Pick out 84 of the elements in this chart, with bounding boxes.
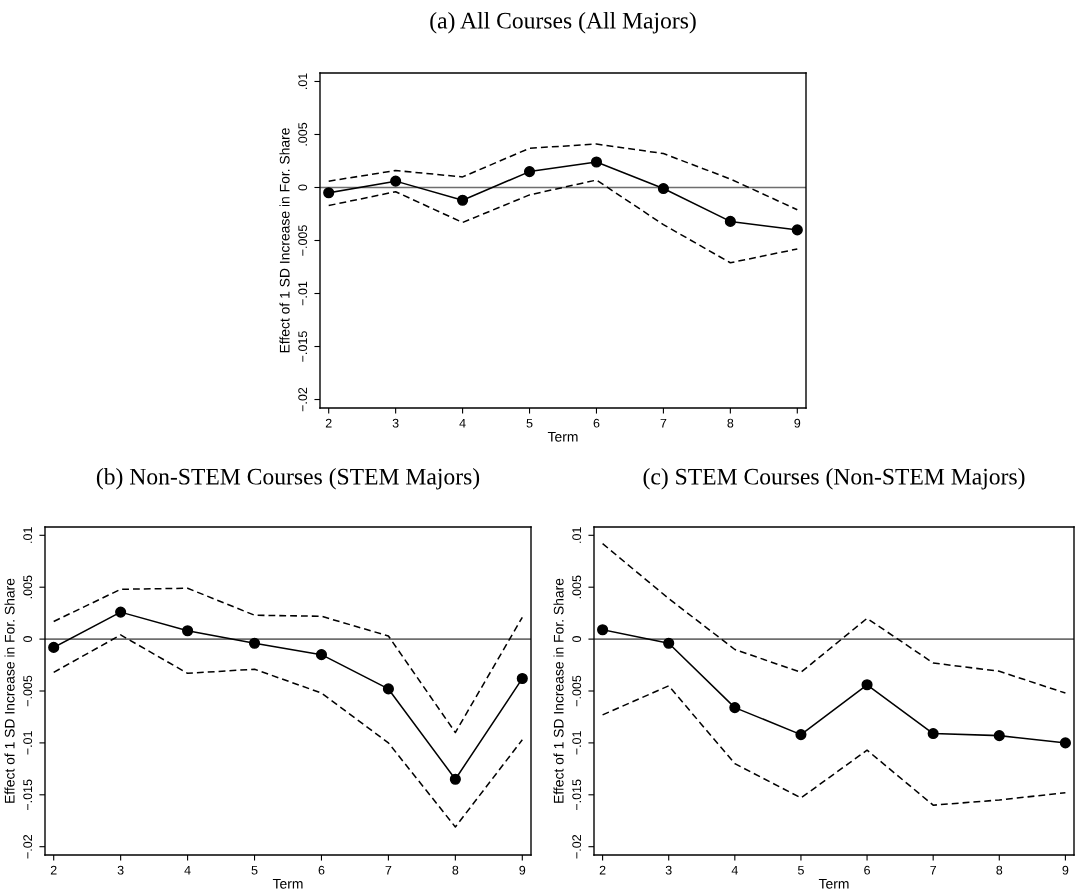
y-tick-label: 0 [572, 636, 582, 643]
y-tick-label: .005 [572, 575, 582, 599]
y-axis-title: Effect of 1 SD Increase in For. Share [279, 128, 290, 353]
y-tick-label: −.015 [298, 331, 308, 362]
chart-title: (a) All Courses (All Majors) [430, 12, 696, 34]
x-tick-label: 7 [385, 865, 392, 875]
x-tick-label: 8 [727, 418, 734, 428]
line-series [52, 587, 524, 734]
x-tick-label: 8 [996, 865, 1003, 875]
line-series [327, 143, 799, 211]
point [795, 729, 807, 741]
point [729, 702, 741, 714]
y-axis-title: Effect of 1 SD Increase in For. Share [553, 578, 564, 803]
point [323, 187, 335, 199]
x-tick-label: 4 [184, 865, 191, 875]
x-axis-title: Term [818, 878, 849, 889]
chart-title: (c) STEM Courses (Non-STEM Majors) [643, 468, 1025, 490]
x-tick-label: 5 [526, 418, 533, 428]
point [993, 730, 1005, 742]
point [457, 194, 469, 206]
x-tick-label: 7 [660, 418, 667, 428]
x-axis-title: Term [272, 878, 303, 889]
x-tick-label: 7 [930, 865, 937, 875]
point [597, 624, 609, 636]
point [523, 166, 536, 178]
y-tick-label: −.01 [572, 731, 582, 755]
x-tick-label: 6 [864, 865, 870, 875]
y-tick-label: .01 [23, 527, 33, 543]
point [516, 672, 528, 685]
point [390, 175, 402, 187]
x-tick-label: 6 [593, 418, 600, 428]
line-series [52, 634, 524, 828]
x-tick-label: 3 [665, 865, 672, 875]
x-tick-label: 9 [794, 418, 801, 428]
y-tick-label: .005 [298, 122, 308, 146]
x-tick-label: 4 [731, 865, 738, 875]
line-series [601, 542, 1067, 694]
x-tick-label: 5 [251, 865, 258, 875]
y-axis-title: Effect of 1 SD Increase in For. Share [4, 578, 15, 803]
y-tick-label: 0 [23, 636, 33, 643]
point [663, 637, 675, 649]
y-tick-label: −.02 [298, 387, 308, 412]
x-tick-label: 9 [1062, 865, 1069, 875]
y-tick-label: −.015 [23, 779, 33, 810]
y-tick-label: −.015 [572, 779, 582, 810]
x-tick-label: 3 [392, 418, 399, 428]
x-tick-label: 6 [318, 865, 325, 875]
point [182, 625, 194, 637]
point [382, 683, 394, 695]
point [48, 641, 60, 653]
y-tick-label: −.005 [298, 225, 308, 256]
x-tick-label: 5 [797, 865, 804, 875]
chart-title: (b) Non-STEM Courses (STEM Majors) [96, 468, 480, 490]
point [724, 215, 736, 227]
y-tick-label: .01 [572, 527, 582, 543]
point [590, 156, 603, 168]
point [861, 679, 873, 691]
x-tick-label: 2 [50, 865, 57, 875]
point [315, 649, 328, 661]
point [248, 637, 261, 649]
y-tick-label: −.005 [23, 675, 33, 707]
y-tick-label: .01 [298, 73, 308, 90]
x-tick-label: 8 [452, 865, 459, 875]
x-tick-label: 3 [117, 865, 124, 875]
x-tick-label: 2 [599, 865, 606, 875]
x-axis-title: Term [547, 431, 578, 442]
point [927, 728, 939, 740]
point [791, 224, 803, 236]
point [115, 606, 127, 618]
y-tick-label: −.02 [23, 834, 33, 859]
line-series [601, 685, 1067, 806]
y-tick-label: −.01 [298, 281, 308, 306]
y-tick-label: −.01 [23, 731, 33, 755]
y-tick-label: −.005 [572, 675, 582, 707]
y-tick-label: −.02 [572, 834, 582, 859]
y-tick-label: 0 [298, 184, 308, 191]
x-tick-label: 9 [519, 865, 526, 875]
point [657, 182, 669, 195]
x-tick-label: 4 [459, 418, 466, 428]
point [449, 773, 461, 785]
x-tick-label: 2 [325, 418, 332, 428]
y-tick-label: .005 [23, 575, 33, 599]
point [1059, 737, 1071, 749]
line-series [327, 179, 799, 264]
